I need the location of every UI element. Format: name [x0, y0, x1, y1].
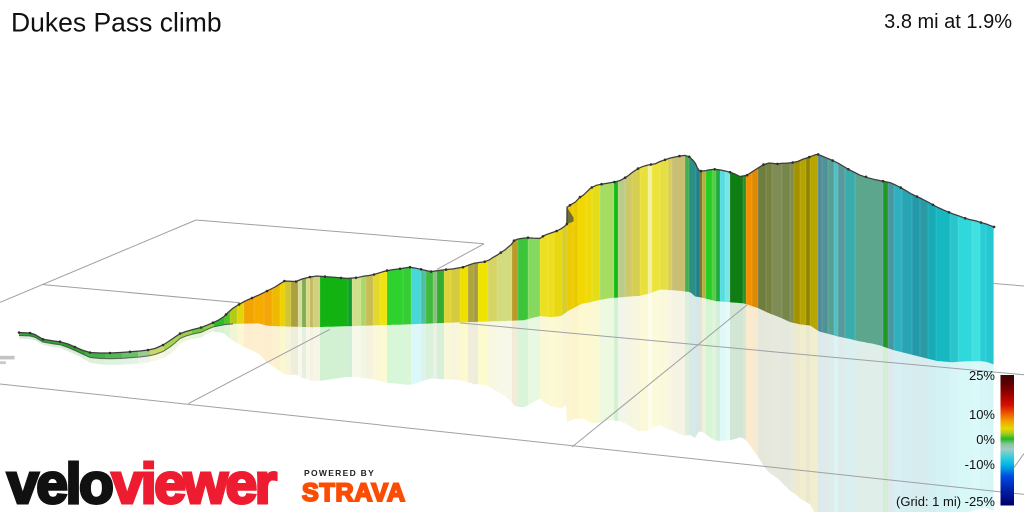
svg-text:3.8 mi at 1.9%: 3.8 mi at 1.9%	[884, 11, 1012, 33]
svg-text:veloviewer: veloviewer	[7, 452, 277, 512]
svg-text:0%: 0%	[976, 432, 995, 447]
svg-text:Dukes Pass climb: Dukes Pass climb	[11, 8, 222, 38]
svg-text:STRAVA: STRAVA	[302, 479, 406, 507]
svg-text:-10%: -10%	[965, 457, 996, 472]
svg-text:25%: 25%	[969, 368, 995, 383]
svg-text:(Grid: 1 mi) -25%: (Grid: 1 mi) -25%	[896, 494, 995, 509]
svg-text:POWERED BY: POWERED BY	[304, 468, 375, 478]
svg-text:10%: 10%	[969, 407, 995, 422]
